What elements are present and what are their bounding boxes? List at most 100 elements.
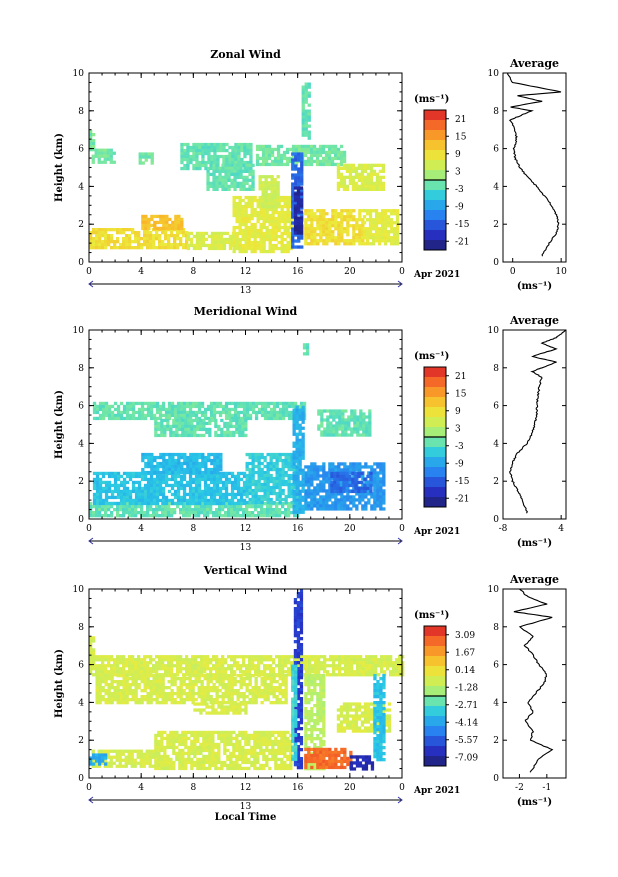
heatmap-region xyxy=(304,209,364,245)
colorbar-segment xyxy=(424,716,446,726)
average-y-tick-label: 10 xyxy=(488,585,500,595)
average-x-tick-label: -8 xyxy=(499,524,508,534)
colorbar-segment xyxy=(424,230,446,240)
colorbar-segment xyxy=(424,190,446,200)
colorbar-tick-label: -4.14 xyxy=(455,718,478,728)
colorbar-tick-label: 15 xyxy=(455,132,467,142)
heatmap-region xyxy=(363,209,399,245)
average-y-tick-label: 4 xyxy=(493,439,499,449)
day-label: 13 xyxy=(240,802,252,812)
date-label: Apr 2021 xyxy=(413,270,460,280)
y-tick-label: 4 xyxy=(78,698,84,708)
average-frame xyxy=(503,589,566,778)
x-tick-label: 0 xyxy=(399,783,405,793)
x-tick-label: 0 xyxy=(86,524,92,534)
colorbar-segment xyxy=(424,636,446,646)
x-tick-label: 20 xyxy=(344,524,356,534)
colorbar-segment xyxy=(424,447,446,457)
colorbar: (ms⁻¹)3.091.670.14-1.28-2.71-4.14-5.57-7… xyxy=(414,610,478,766)
colorbar-segment xyxy=(424,736,446,746)
heatmap-region xyxy=(141,453,222,474)
colorbar-segment xyxy=(424,457,446,467)
heatmap-region xyxy=(193,702,247,714)
colorbar-tick-label: -1.28 xyxy=(455,683,478,693)
heatmap-region xyxy=(96,674,288,704)
y-tick-label: 6 xyxy=(78,402,84,412)
colorbar-tick-label: 3 xyxy=(455,167,461,177)
average-y-tick-label: 8 xyxy=(493,364,499,374)
colorbar-segment xyxy=(424,200,446,210)
colorbar-tick-label: -21 xyxy=(455,494,470,504)
heatmap-region xyxy=(93,472,246,505)
y-tick-label: 0 xyxy=(78,515,84,525)
y-tick-label: 2 xyxy=(78,736,84,746)
average-unit: (ms⁻¹) xyxy=(517,538,552,549)
x-tick-label: 16 xyxy=(292,783,304,793)
colorbar-segment xyxy=(424,746,446,756)
colorbar-tick-label: 9 xyxy=(455,150,461,160)
x-tick-label: 20 xyxy=(344,783,356,793)
colorbar-segment xyxy=(424,656,446,666)
y-tick-label: 6 xyxy=(78,145,84,155)
y-tick-label: 10 xyxy=(73,69,85,79)
average-y-tick-label: 10 xyxy=(488,326,500,336)
colorbar-tick-label: -15 xyxy=(455,220,470,230)
y-tick-label: 4 xyxy=(78,439,84,449)
heatmap-region xyxy=(246,453,300,504)
x-tick-label: 4 xyxy=(138,783,144,793)
heatmap-region xyxy=(89,655,404,676)
average-unit: (ms⁻¹) xyxy=(517,797,552,808)
y-tick-label: 6 xyxy=(78,661,84,671)
colorbar-segment xyxy=(424,170,446,180)
colorbar-segment xyxy=(424,120,446,130)
colorbar-segment xyxy=(424,666,446,676)
x-tick-label: 0 xyxy=(86,783,92,793)
heatmap-region xyxy=(303,343,309,355)
average-y-tick-label: 10 xyxy=(488,69,500,79)
colorbar-tick-label: -3 xyxy=(455,185,464,195)
colorbar-segment xyxy=(424,130,446,140)
y-tick-label: 4 xyxy=(78,182,84,192)
heatmap-region xyxy=(373,674,385,761)
y-tick-label: 10 xyxy=(73,326,85,336)
average-line xyxy=(508,73,561,256)
date-label: Apr 2021 xyxy=(413,527,460,537)
heatmap-region xyxy=(154,731,292,770)
heatmap-region xyxy=(89,636,95,657)
y-axis-label: Height (km) xyxy=(54,133,65,202)
panel-title: Vertical Wind xyxy=(203,564,288,577)
average-x-tick-label: 0 xyxy=(510,267,516,277)
x-tick-label: 12 xyxy=(240,524,251,534)
colorbar-tick-label: 1.67 xyxy=(455,648,475,658)
heatmap-region xyxy=(337,164,385,191)
colorbar-segment xyxy=(424,417,446,427)
colorbar-tick-label: -3 xyxy=(455,442,464,452)
average-y-tick-label: 2 xyxy=(493,220,499,230)
colorbar-segment xyxy=(424,756,446,766)
colorbar-segment xyxy=(424,437,446,447)
average-y-tick-label: 8 xyxy=(493,107,499,117)
y-tick-label: 8 xyxy=(78,623,84,633)
colorbar-segment xyxy=(424,220,446,230)
average-y-tick-label: 4 xyxy=(493,698,499,708)
colorbar-segment xyxy=(424,487,446,497)
y-tick-label: 2 xyxy=(78,220,84,230)
heatmap-region xyxy=(206,164,254,191)
colorbar-segment xyxy=(424,240,446,250)
colorbar-tick-label: -21 xyxy=(455,237,470,247)
x-tick-label: 4 xyxy=(138,267,144,277)
y-tick-label: 8 xyxy=(78,364,84,374)
colorbar-tick-label: -15 xyxy=(455,477,470,487)
colorbar-tick-label: 0.14 xyxy=(455,666,475,676)
day-label: 13 xyxy=(240,543,252,553)
colorbar-segment xyxy=(424,686,446,696)
colorbar-segment xyxy=(424,467,446,477)
average-y-tick-label: 6 xyxy=(493,661,499,671)
colorbar-segment xyxy=(424,377,446,387)
average-y-tick-label: 2 xyxy=(493,736,499,746)
x-tick-label: 8 xyxy=(190,783,196,793)
